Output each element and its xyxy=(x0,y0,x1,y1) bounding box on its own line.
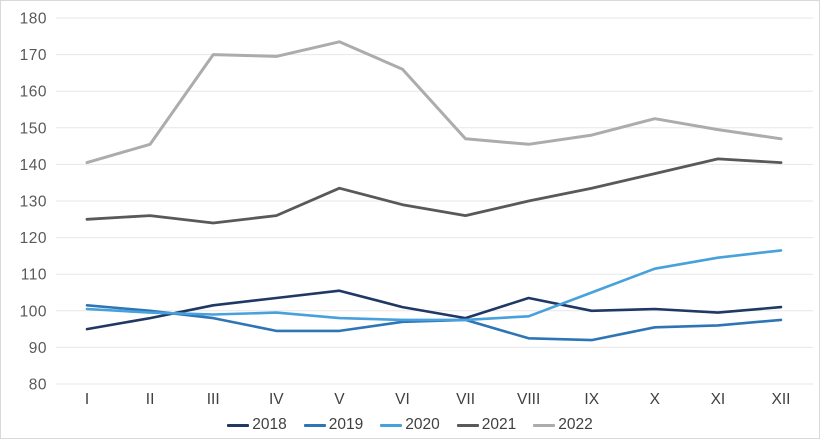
y-tick-label-110: 110 xyxy=(21,267,47,284)
gridlines xyxy=(56,17,813,385)
y-tick-label-80: 80 xyxy=(29,377,47,394)
x-axis-tick-labels: I II III IV V VI VII VIII IX X XI XII xyxy=(85,391,791,408)
series-line-2022 xyxy=(85,40,783,165)
x-tick-label-IX: IX xyxy=(584,391,599,408)
legend-label-2018: 2018 xyxy=(252,416,287,433)
y-tick-label-120: 120 xyxy=(20,230,47,247)
legend-item-2022: 2022 xyxy=(533,416,593,434)
legend-label-2022: 2022 xyxy=(558,416,593,433)
legend-label-2020: 2020 xyxy=(405,416,440,433)
y-tick-label-150: 150 xyxy=(20,120,47,137)
legend-swatch-2019 xyxy=(303,423,326,427)
legend-swatch-2018 xyxy=(227,423,250,427)
y-tick-label-140: 140 xyxy=(20,157,47,174)
legend-label-2019: 2019 xyxy=(328,416,364,433)
y-tick-label-100: 100 xyxy=(20,303,47,320)
legend-item-2019: 2019 xyxy=(303,416,364,434)
x-tick-label-II: II xyxy=(146,391,155,408)
data-series-lines xyxy=(85,40,783,342)
y-tick-label-130: 130 xyxy=(20,194,47,211)
x-tick-label-I: I xyxy=(85,391,89,408)
series-line-2020 xyxy=(85,249,783,322)
x-tick-label-V: V xyxy=(334,391,345,408)
legend-swatch-2021 xyxy=(456,423,479,427)
series-line-2021 xyxy=(85,157,783,225)
chart-legend: 2018 2019 2020 2021 2022 xyxy=(1,413,819,437)
x-tick-label-XII: XII xyxy=(772,391,791,408)
legend-swatch-2022 xyxy=(533,423,556,427)
legend-item-2018: 2018 xyxy=(227,416,287,434)
x-tick-label-VI: VI xyxy=(395,391,410,408)
x-tick-label-III: III xyxy=(207,391,220,408)
y-tick-label-180: 180 xyxy=(20,11,47,28)
legend-item-2021: 2021 xyxy=(456,416,517,434)
x-tick-label-X: X xyxy=(650,391,661,408)
legend-label-2021: 2021 xyxy=(481,416,517,433)
x-tick-label-VII: VII xyxy=(456,391,475,408)
legend-item-2020: 2020 xyxy=(380,416,440,434)
x-tick-label-VIII: VIII xyxy=(517,391,540,408)
y-tick-label-170: 170 xyxy=(20,47,47,64)
y-axis-tick-labels: 80 90 100 110 120 130 140 150 160 170 180 xyxy=(20,11,47,394)
x-tick-label-XI: XI xyxy=(711,391,726,408)
series-line-2018 xyxy=(85,289,783,331)
x-tick-label-IV: IV xyxy=(269,391,284,408)
y-tick-label-160: 160 xyxy=(20,84,47,101)
y-tick-label-90: 90 xyxy=(29,340,47,357)
legend-swatch-2020 xyxy=(380,423,403,427)
